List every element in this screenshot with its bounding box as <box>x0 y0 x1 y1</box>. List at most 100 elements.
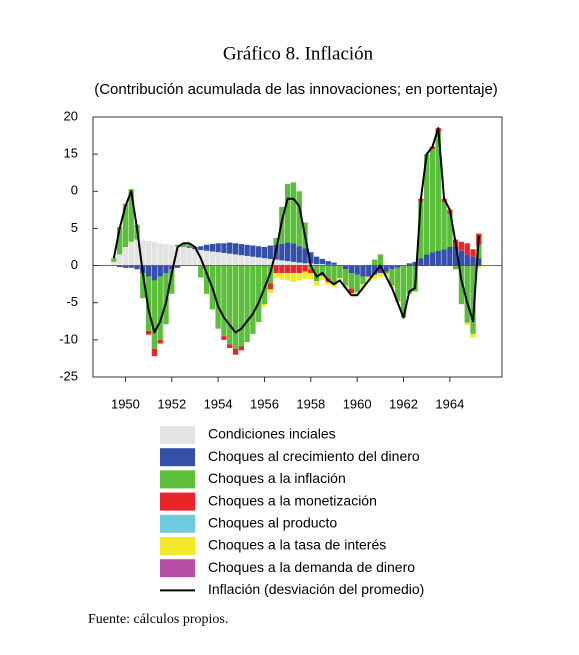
legend-swatch <box>160 537 195 555</box>
bar-segment <box>261 265 268 305</box>
bar-segment <box>238 244 244 256</box>
bar-segment <box>325 281 331 285</box>
bar-segment <box>180 243 187 247</box>
y-tick-label: 0 <box>71 257 78 272</box>
bar-segment <box>215 243 221 253</box>
bar-segment <box>319 258 326 265</box>
bar-segment <box>441 202 447 250</box>
bar-segment <box>348 288 355 294</box>
bar-segment <box>302 263 308 266</box>
bar-segment <box>203 265 210 294</box>
bar-segment <box>470 265 476 334</box>
bar-segment <box>452 247 459 266</box>
bar-segment <box>145 241 152 266</box>
legend-label: Choques a la tasa de interés <box>208 537 386 553</box>
bar-segment <box>290 273 297 282</box>
bar-segment <box>203 244 210 251</box>
bar-segment <box>267 258 273 266</box>
bar-segment <box>290 265 297 273</box>
bar-segment <box>284 273 291 281</box>
bar-segment <box>470 249 476 257</box>
bar-segment <box>319 264 326 266</box>
bar-segment <box>360 284 366 288</box>
bar-segment <box>221 252 227 266</box>
bar-segment <box>174 244 181 247</box>
bar-segment <box>325 261 331 265</box>
bar-segment <box>256 257 262 266</box>
legend-label: Choques a la demanda de dinero <box>208 559 415 575</box>
bar-segment <box>290 182 297 244</box>
bar-segment <box>250 265 256 334</box>
bar-segment <box>354 274 360 293</box>
bar-segment <box>134 239 140 266</box>
bar-segment <box>458 241 465 251</box>
x-tick-label: 1950 <box>111 396 140 411</box>
legend-swatch <box>160 514 195 533</box>
bar-segment <box>383 265 389 272</box>
x-tick-label: 1952 <box>157 396 186 411</box>
bar-segment <box>169 244 175 266</box>
bar-segment <box>157 276 163 340</box>
bar-segment <box>348 265 355 273</box>
bar-segment <box>429 148 436 253</box>
bar-segment <box>273 273 279 279</box>
y-tick-label: 20 <box>64 108 78 123</box>
bar-segment <box>157 265 163 277</box>
bar-segment <box>296 262 302 266</box>
bar-segment <box>227 344 233 349</box>
bar-segment <box>458 265 465 305</box>
bar-segment <box>128 241 134 266</box>
bar-segment <box>418 258 424 266</box>
y-tick-label: -25 <box>59 368 78 383</box>
bar-segment <box>360 276 366 285</box>
bar-segment <box>429 252 436 266</box>
bar-segment <box>134 265 140 270</box>
bar-segment <box>151 241 158 266</box>
bar-segment <box>447 213 453 247</box>
bar-segment <box>371 259 378 266</box>
bar-segment <box>157 243 163 266</box>
bar-segment <box>151 265 158 281</box>
bar-segment <box>360 265 366 277</box>
bar-segment <box>267 283 273 290</box>
bar-segment <box>464 243 470 255</box>
bar-segment <box>198 265 204 278</box>
bar-segment <box>140 273 146 299</box>
bar-segment <box>470 256 476 266</box>
bar-segment <box>302 271 308 279</box>
bar-segment <box>122 265 129 268</box>
bar-segment <box>476 244 482 259</box>
source-note: Fuente: cálculos propios. <box>88 612 228 627</box>
bar-segment <box>273 259 279 266</box>
legend-swatch <box>160 426 195 444</box>
bar-segment <box>238 255 244 266</box>
bar-segment <box>221 243 227 253</box>
bar-segment <box>227 253 233 266</box>
bar-segment <box>348 273 355 289</box>
bar-segment <box>151 280 158 349</box>
x-tick-label: 1956 <box>250 396 279 411</box>
bar-segment <box>308 252 314 264</box>
legend-label: Choques a la inflación <box>208 470 346 486</box>
bar-segment <box>302 265 308 272</box>
bar-segment <box>319 265 326 276</box>
bar-segment <box>273 265 279 273</box>
bar-segment <box>331 265 337 285</box>
y-tick-label: -10 <box>59 331 78 346</box>
legend-label: Choques al crecimiento del dinero <box>208 448 420 464</box>
bar-segment <box>163 265 169 273</box>
bar-segment <box>313 256 320 265</box>
bar-segment <box>238 346 244 351</box>
line <box>112 127 480 334</box>
bar-segment <box>174 265 181 268</box>
bar-segment <box>325 265 331 279</box>
bar-segment <box>313 265 320 282</box>
bar-segment <box>424 154 430 255</box>
legend-swatch <box>160 470 195 489</box>
y-tick-label: -5 <box>66 294 78 309</box>
bar-segment <box>331 284 337 288</box>
bar-segment <box>296 191 302 247</box>
bar-segment <box>279 273 285 280</box>
bar-segment <box>186 243 192 247</box>
bar-segment <box>198 246 204 250</box>
